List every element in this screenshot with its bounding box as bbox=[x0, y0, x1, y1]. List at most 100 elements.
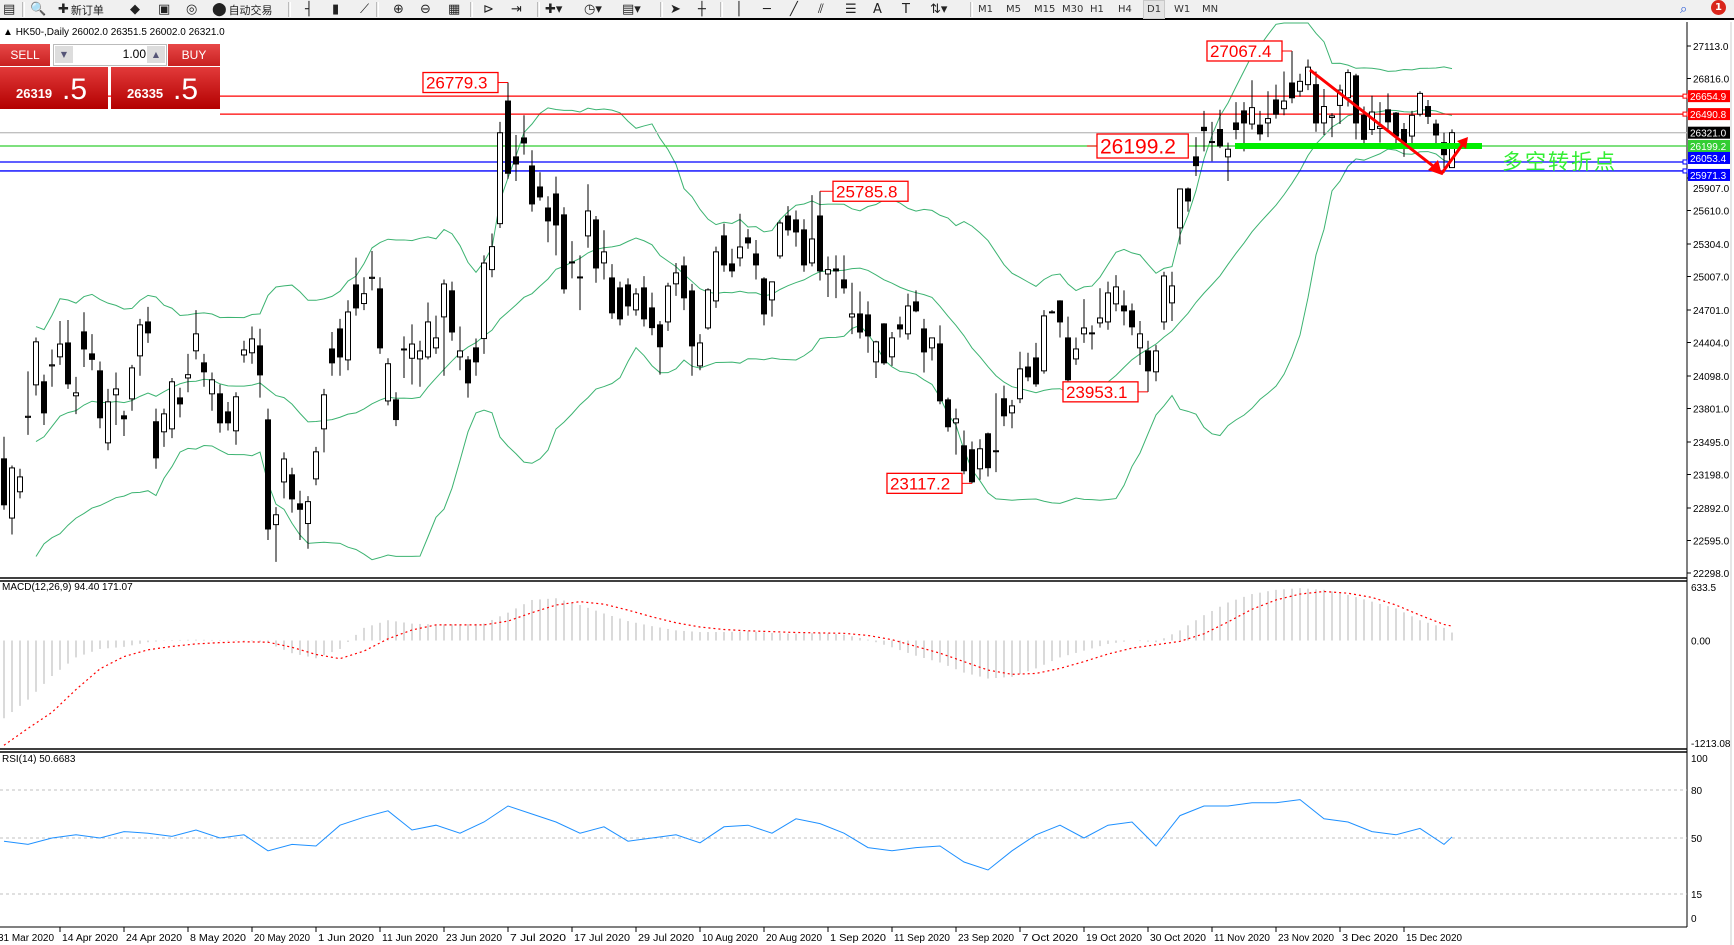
price-annotation-box[interactable] bbox=[422, 71, 499, 94]
bearish-candle bbox=[465, 359, 471, 384]
bearish-candle bbox=[937, 343, 943, 402]
bearish-candle bbox=[1185, 188, 1191, 202]
date-tick-label: 11 Sep 2020 bbox=[894, 933, 950, 944]
price-tick-label: 25907.0 bbox=[1693, 184, 1730, 195]
bullish-candle bbox=[1089, 332, 1095, 335]
bullish-candle bbox=[1337, 89, 1343, 106]
lot-size-stepper[interactable]: ▼ 1.00 ▲ bbox=[53, 44, 167, 66]
timeframe-m5[interactable]: M5 bbox=[1006, 4, 1021, 15]
bearish-candle bbox=[353, 284, 359, 309]
equidistant-channel-button[interactable]: ⫽ bbox=[818, 1, 824, 18]
rsi-axis-label: 0 bbox=[1691, 914, 1697, 925]
price-annotation-box[interactable] bbox=[832, 180, 909, 202]
bullish-candle bbox=[1345, 72, 1351, 99]
toolbar-label: 新订单 bbox=[70, 3, 104, 17]
templates-button[interactable]: ▤▾ bbox=[622, 1, 641, 18]
collapse-triangle-icon[interactable]: ▲ bbox=[3, 27, 16, 38]
buy-button[interactable]: BUY bbox=[168, 44, 220, 66]
price-annotation-box[interactable] bbox=[1062, 381, 1139, 403]
new-order-button[interactable]: ✚ 新订单 bbox=[58, 1, 104, 18]
trend-arrow-line[interactable] bbox=[1309, 68, 1467, 176]
chart-shift-button[interactable]: ⇥ bbox=[511, 1, 522, 18]
search-icon[interactable]: ⌕ bbox=[1680, 2, 1688, 17]
candlestick-button[interactable]: ▮ bbox=[332, 1, 339, 18]
sell-price-button[interactable]: 26319 .5 bbox=[0, 67, 108, 109]
bearish-candle bbox=[961, 445, 967, 472]
date-tick-label: 17 Jul 2020 bbox=[574, 933, 630, 944]
date-tick-label: 15 Dec 2020 bbox=[1406, 933, 1462, 944]
crosshair-button[interactable]: ┼ bbox=[698, 1, 706, 18]
timeframe-mn[interactable]: MN bbox=[1202, 4, 1219, 15]
increase-lot-icon[interactable]: ▲ bbox=[147, 46, 165, 63]
auto-scroll-button[interactable]: ⊳ bbox=[483, 1, 494, 18]
price-tick-label: 25610.0 bbox=[1693, 207, 1730, 218]
chart-title: ▲ HK50-,Daily 26002.0 26351.5 26002.0 26… bbox=[3, 27, 225, 38]
chart-shift-icon: ⇥ bbox=[511, 2, 522, 17]
bullish-candle bbox=[825, 269, 831, 275]
level-price-label: 26053.4 bbox=[1690, 154, 1727, 165]
auto-trading-button[interactable]: ⬤ 自动交易 bbox=[212, 1, 273, 18]
bearish-candle bbox=[1, 458, 7, 506]
date-tick-label: 7 Oct 2020 bbox=[1022, 933, 1079, 944]
text-label-button[interactable]: T bbox=[902, 1, 910, 18]
macd-axis-label: -1213.08 bbox=[1691, 739, 1731, 750]
bearish-candle bbox=[817, 215, 823, 272]
vertical-line-button[interactable]: │ bbox=[735, 1, 743, 18]
bearish-candle bbox=[641, 287, 647, 320]
text-button[interactable]: A bbox=[873, 1, 882, 18]
timeframe-d1[interactable]: D1 bbox=[1143, 0, 1166, 19]
tile-windows-button[interactable]: ▦ bbox=[448, 1, 460, 18]
trendline-button[interactable]: ╱ bbox=[790, 1, 798, 18]
lot-size-input[interactable]: 1.00 bbox=[122, 47, 146, 61]
new-chart-button[interactable]: ▤ bbox=[3, 1, 15, 18]
level-handle[interactable] bbox=[1682, 93, 1688, 99]
bearish-candle bbox=[681, 265, 687, 299]
cursor-button[interactable]: ➤ bbox=[670, 1, 681, 18]
buy-price-button[interactable]: 26335 .5 bbox=[111, 67, 220, 109]
notification-badge[interactable]: 1 bbox=[1711, 0, 1726, 15]
price-annotation-box[interactable] bbox=[1096, 133, 1189, 159]
bar-chart-button[interactable]: ┤ bbox=[305, 1, 313, 18]
fibonacci-button[interactable]: ☰ bbox=[845, 1, 857, 18]
periods-button[interactable]: ◷▾ bbox=[584, 1, 602, 18]
horizontal-line-button[interactable]: ─ bbox=[763, 1, 771, 18]
zoom-in-button[interactable]: ⊕ bbox=[393, 1, 404, 18]
signals-button[interactable]: ◎ bbox=[186, 1, 197, 18]
toolbar-separator bbox=[537, 2, 540, 17]
zoom-out-button[interactable]: ⊖ bbox=[420, 1, 431, 18]
profiles-button[interactable]: 🔍 bbox=[30, 1, 46, 18]
buy-price-main: 26335 bbox=[127, 86, 164, 101]
arrows-button[interactable]: ⇅▾ bbox=[930, 1, 947, 18]
price-annotation-box[interactable] bbox=[886, 472, 963, 494]
decrease-lot-icon[interactable]: ▼ bbox=[55, 46, 73, 63]
bearish-candle bbox=[1193, 156, 1199, 167]
level-handle[interactable] bbox=[1682, 111, 1688, 117]
bullish-candle bbox=[777, 222, 783, 257]
bullish-candle bbox=[713, 251, 719, 302]
timeframe-m30[interactable]: M30 bbox=[1062, 4, 1084, 15]
auto-trading-icon: ⬤ bbox=[212, 2, 227, 17]
trendline-icon: ╱ bbox=[790, 2, 798, 17]
market-watch-button[interactable]: ▣ bbox=[158, 1, 170, 18]
level-handle[interactable] bbox=[1682, 168, 1688, 174]
price-tick-label: 22595.0 bbox=[1693, 536, 1730, 547]
sell-button[interactable]: SELL bbox=[0, 44, 50, 66]
cursor-icon: ➤ bbox=[670, 2, 681, 17]
metaeditor-button[interactable]: ◆ bbox=[130, 1, 140, 18]
timeframe-h1[interactable]: H1 bbox=[1090, 4, 1104, 15]
bearish-candle bbox=[761, 278, 767, 315]
timeframe-w1[interactable]: W1 bbox=[1174, 4, 1191, 15]
timeframe-h4[interactable]: H4 bbox=[1118, 4, 1132, 15]
line-chart-button[interactable]: ⟋ bbox=[360, 1, 369, 18]
bullish-candle bbox=[601, 251, 607, 264]
macd-axis-label: 633.5 bbox=[1691, 583, 1716, 594]
support-zone-bar[interactable] bbox=[1235, 143, 1482, 149]
indicators-button[interactable]: ✚▾ bbox=[545, 1, 562, 18]
timeframe-m15[interactable]: M15 bbox=[1034, 4, 1056, 15]
bullish-candle bbox=[1169, 285, 1175, 304]
level-handle[interactable] bbox=[1682, 159, 1688, 165]
toolbar-separator bbox=[22, 2, 25, 17]
price-annotation-box[interactable] bbox=[1206, 40, 1283, 62]
timeframe-m1[interactable]: M1 bbox=[978, 4, 993, 15]
